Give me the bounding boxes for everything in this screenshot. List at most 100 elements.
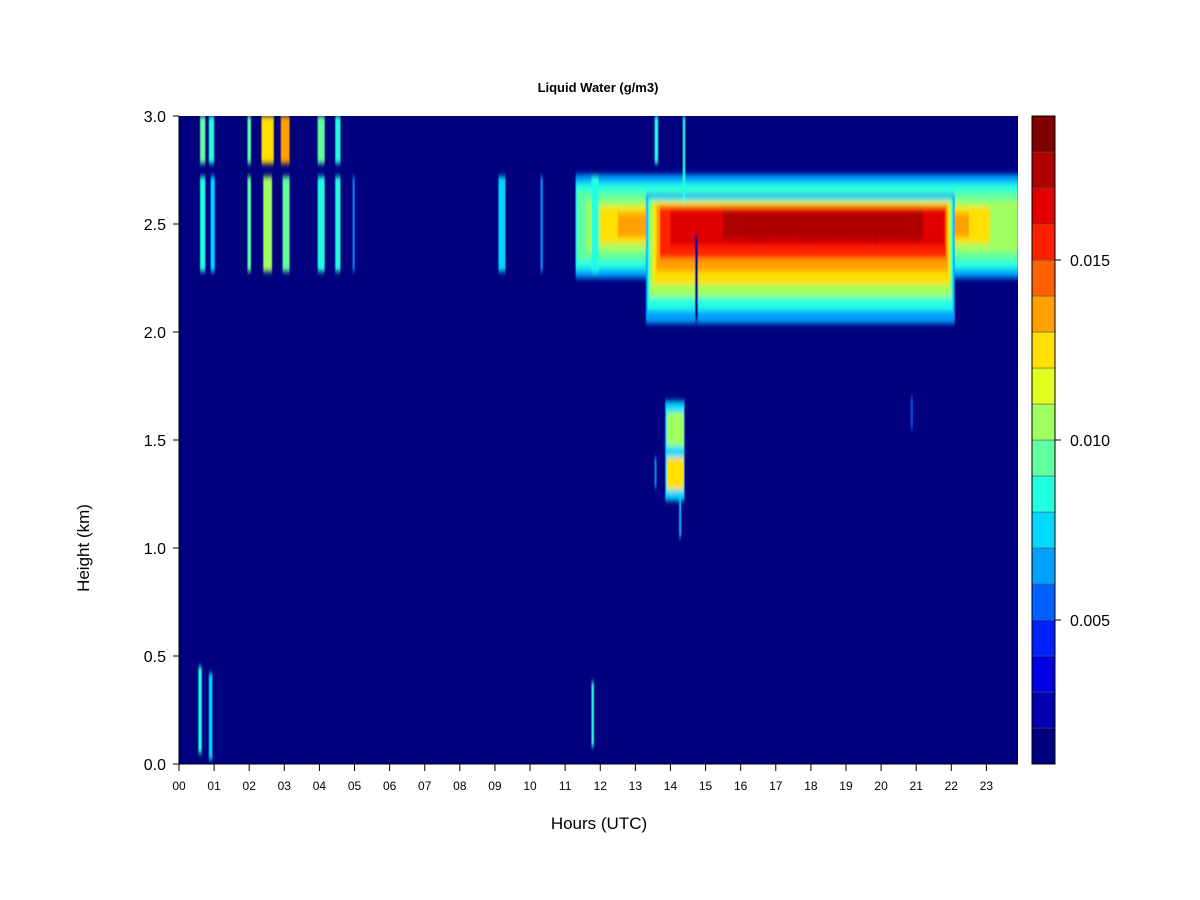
upper-intermittent-streak xyxy=(335,116,341,164)
x-tick-label: 17 xyxy=(769,779,783,793)
upper-intermittent-streak xyxy=(208,116,215,164)
x-tick-label: 14 xyxy=(664,779,678,793)
upper-intermittent-streak xyxy=(200,116,206,164)
colorbar-segment xyxy=(1031,331,1056,369)
cloud-core-streak xyxy=(898,213,903,242)
x-tick-label: 01 xyxy=(207,779,221,793)
colorbar-segment xyxy=(1031,403,1056,441)
colorbar-tick-label: 0.010 xyxy=(1070,433,1110,450)
surface-streak xyxy=(198,666,202,754)
cloud-core-streak xyxy=(788,213,793,242)
mid-cloud-core xyxy=(666,457,684,490)
y-tick-label: 2.5 xyxy=(144,217,166,234)
colorbar-segment xyxy=(1031,511,1056,549)
colorbar-segment xyxy=(1031,259,1056,297)
gap-streak xyxy=(695,234,698,322)
y-tick-label: 2.0 xyxy=(144,325,166,342)
y-tick-label: 1.0 xyxy=(144,541,166,558)
colorbar-segment xyxy=(1031,691,1056,729)
y-tick-label: 1.5 xyxy=(144,433,166,450)
cloud-core-streak xyxy=(824,213,830,242)
cloud-core-streak xyxy=(751,213,756,242)
cloud-core-streak xyxy=(910,213,916,242)
intermittent-streak xyxy=(282,176,290,272)
colorbar-segment xyxy=(1031,187,1056,225)
colorbar-segment xyxy=(1031,151,1056,189)
x-tick-label: 13 xyxy=(629,779,643,793)
chart-title: Liquid Water (g/m3) xyxy=(538,80,659,95)
colorbar-segment xyxy=(1031,583,1056,621)
upper-streak xyxy=(654,116,659,164)
y-axis-label: Height (km) xyxy=(74,504,93,592)
x-tick-label: 16 xyxy=(734,779,748,793)
cloud-core-streak xyxy=(763,213,768,242)
x-tick-label: 02 xyxy=(243,779,257,793)
y-axis: 0.0 0.5 1.0 1.5 2.0 2.5 3.0 xyxy=(144,109,180,774)
intermittent-streak xyxy=(335,176,341,272)
x-tick-label: 04 xyxy=(313,779,327,793)
y-tick-label: 0.5 xyxy=(144,649,166,666)
colorbar-tick-label: 0.015 xyxy=(1070,253,1110,270)
intermittent-streak xyxy=(200,176,206,272)
intermittent-streak xyxy=(210,176,215,272)
x-axis-label: Hours (UTC) xyxy=(551,814,647,833)
colorbar-segment xyxy=(1031,655,1056,693)
x-tick-label: 10 xyxy=(523,779,537,793)
cloud-core-streak xyxy=(837,213,842,242)
upper-intermittent-streak xyxy=(261,116,274,164)
heatmap-plot-area xyxy=(179,116,1018,764)
colorbar-segment xyxy=(1031,115,1056,153)
upper-intermittent-streak xyxy=(317,116,325,164)
cloud-core-streak xyxy=(849,213,854,242)
mid-cloud-core xyxy=(666,411,684,447)
colorbar-segment xyxy=(1031,547,1056,585)
intermittent-streak xyxy=(317,176,325,272)
cloud-core-streak xyxy=(874,213,879,242)
x-tick-label: 12 xyxy=(594,779,608,793)
intermittent-streak xyxy=(263,176,273,272)
x-tick-label: 00 xyxy=(172,779,186,793)
colorbar-segment xyxy=(1031,223,1056,261)
surface-streak xyxy=(591,681,594,747)
intermittent-streak xyxy=(540,176,543,272)
x-tick-label: 03 xyxy=(278,779,292,793)
x-tick-label: 19 xyxy=(839,779,853,793)
x-tick-label: 23 xyxy=(980,779,994,793)
cloud-core-streak xyxy=(812,213,817,242)
x-tick-label: 20 xyxy=(874,779,888,793)
intermittent-streak xyxy=(591,176,599,272)
isolated-point xyxy=(910,396,913,430)
cloud-core-streak xyxy=(800,213,805,242)
x-tick-label: 07 xyxy=(418,779,432,793)
x-tick-label: 18 xyxy=(804,779,818,793)
x-tick-label: 08 xyxy=(453,779,467,793)
mid-cloud-streak xyxy=(679,494,681,538)
surface-streak xyxy=(208,673,213,760)
mid-cloud-streak xyxy=(654,457,657,488)
colorbar-segment xyxy=(1031,475,1056,513)
colorbar-segment xyxy=(1031,439,1056,477)
x-tick-label: 09 xyxy=(488,779,502,793)
upper-intermittent-streak xyxy=(247,116,251,164)
colorbar-segment xyxy=(1031,727,1056,765)
x-tick-label: 06 xyxy=(383,779,397,793)
convective-streak xyxy=(682,116,686,203)
colorbar-segment xyxy=(1031,619,1056,657)
colorbar-segment xyxy=(1031,367,1056,405)
cloud-core-streak xyxy=(861,213,866,242)
colorbar: 0.005 0.010 0.015 xyxy=(1031,115,1110,765)
intermittent-streak xyxy=(247,176,251,272)
x-axis: 00 01 02 03 04 05 06 07 08 09 10 11 12 13 14 15 16 17 18 19… xyxy=(172,763,1018,793)
intermittent-streak xyxy=(498,176,506,272)
y-tick-label: 3.0 xyxy=(144,109,166,126)
cloud-core-streak xyxy=(775,213,780,242)
x-tick-label: 05 xyxy=(348,779,362,793)
colorbar-tick-label: 0.005 xyxy=(1070,613,1110,630)
x-tick-label: 21 xyxy=(910,779,924,793)
upper-intermittent-streak xyxy=(280,116,290,164)
x-tick-label: 11 xyxy=(559,779,572,793)
colorbar-segment xyxy=(1031,295,1056,333)
y-tick-label: 0.0 xyxy=(144,757,166,774)
x-tick-label: 22 xyxy=(945,779,959,793)
